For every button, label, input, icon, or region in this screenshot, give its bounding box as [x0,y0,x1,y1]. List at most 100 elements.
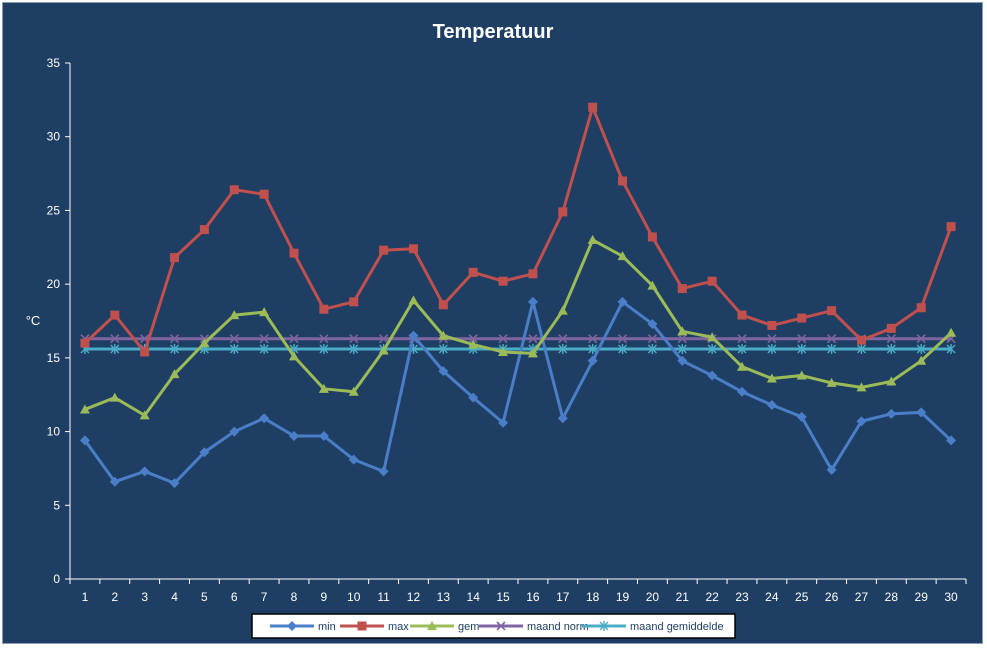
data-point-min [707,370,718,381]
data-point-min [289,430,299,441]
legend-label: maand gemiddelde [630,621,724,633]
data-point-max [588,102,598,112]
x-tick-label: 16 [526,590,540,604]
chart-title: Temperatuur [433,21,554,43]
legend-marker [287,621,297,631]
data-point-min [199,447,210,458]
x-tick-label: 24 [765,590,779,604]
x-tick-label: 1 [82,590,89,604]
y-tick-label: 30 [47,130,61,144]
data-point-max [170,253,180,263]
data-point-min [856,416,867,427]
data-point-max [408,244,418,254]
data-point-min [946,435,957,446]
x-tick-label: 8 [291,590,298,604]
legend-item-gem: gem [410,621,479,633]
series-line-gem [84,238,953,417]
x-tick-label: 3 [141,590,148,604]
data-point-gem [647,280,658,290]
data-point-min [139,466,150,477]
data-point-maand-gemiddelde [856,344,866,355]
data-point-max [319,304,329,314]
data-point-min [527,296,538,307]
data-point-maand-norm [498,334,508,344]
legend: min max gem maand norm maand gemiddelde [251,613,736,639]
x-tick-label: 9 [321,590,328,604]
data-point-maand-gemiddelde [647,344,657,355]
x-tick-label: 17 [556,590,570,604]
data-point-min [229,426,240,437]
data-point-max [618,176,628,186]
x-tick-label: 29 [915,590,929,604]
series-max [80,102,956,357]
data-point-min [468,392,479,403]
data-point-maand-norm [677,334,687,344]
x-tick-label: 27 [855,590,869,604]
data-point-max [199,225,209,235]
legend-marker [427,621,437,630]
x-tick-label: 10 [347,590,361,604]
data-point-maand-norm [588,334,598,344]
data-point-gem [468,339,479,349]
data-point-min [408,330,419,341]
data-point-min [587,355,598,366]
data-point-maand-norm [379,334,389,344]
data-point-maand-norm [797,334,807,344]
data-point-maand-norm [169,334,180,344]
data-point-max [140,347,150,357]
data-point-gem [259,307,270,317]
data-point-min [617,296,628,307]
data-point-maand-gemiddelde [797,344,807,355]
data-point-min [677,355,688,366]
data-point-maand-gemiddelde [946,344,956,355]
data-point-maand-gemiddelde [677,344,687,355]
x-tick-label: 19 [616,590,630,604]
data-point-maand-norm [349,334,359,344]
data-point-maand-norm [617,334,628,344]
data-point-min [259,413,270,424]
legend-item-min: min [270,621,336,633]
x-tick-label: 6 [231,590,238,604]
data-point-maand-gemiddelde [349,344,359,355]
data-point-maand-norm [319,334,329,344]
data-point-maand-gemiddelde [229,344,239,355]
data-point-max [289,248,299,258]
x-tick-label: 12 [407,590,421,604]
data-point-maand-norm [468,334,478,344]
data-point-max [438,300,448,310]
data-point-maand-gemiddelde [827,344,837,355]
data-point-maand-gemiddelde [438,344,448,355]
data-point-gem [79,404,90,414]
data-point-maand-gemiddelde [767,344,777,355]
series-line-max [83,105,953,354]
data-point-gem [408,295,419,305]
x-tick-label: 5 [201,590,208,604]
series-line-min [83,300,953,485]
data-point-maand-gemiddelde [916,344,926,355]
data-point-maand-gemiddelde [886,344,896,355]
x-tick-label: 26 [825,590,839,604]
data-point-min [109,476,120,487]
data-point-gem [677,326,688,336]
data-point-gem [587,234,598,244]
data-point-min [498,417,509,428]
data-point-gem [946,327,957,337]
legend-label: maand norm [527,621,589,633]
data-point-max [498,276,508,286]
x-tick-label: 25 [795,590,809,604]
data-point-max [856,335,866,345]
legend-marker [599,621,609,631]
data-point-max [468,267,478,277]
data-point-min [766,400,777,411]
data-point-max [558,207,568,217]
legend-label: min [318,621,336,633]
data-point-gem [826,377,837,387]
y-tick-label: 10 [47,425,61,439]
data-point-maand-gemiddelde [319,344,329,355]
data-point-max [767,320,777,330]
legend-item-maand-gemiddelde: maand gemiddelde [582,621,724,633]
data-point-min [557,413,568,424]
data-point-max [677,284,687,294]
